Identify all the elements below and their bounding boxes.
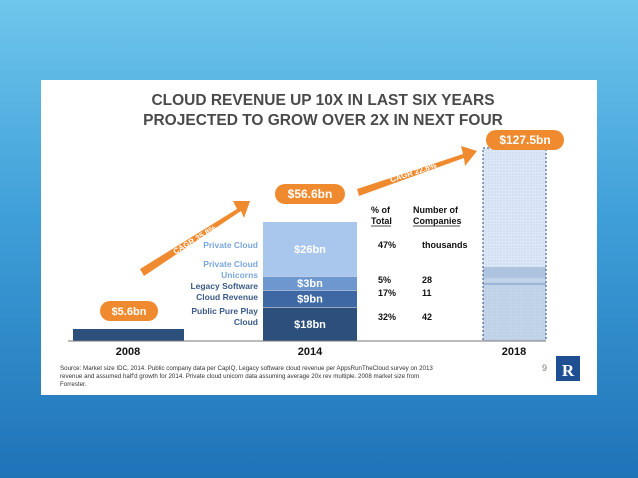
chart-title-line-2: PROJECTED TO GROW OVER 2X IN NEXT FOUR — [143, 112, 503, 129]
logo-icon: R — [562, 361, 575, 380]
segment-value-4: $26bn — [294, 244, 326, 256]
segment-value-1: $18bn — [294, 319, 326, 331]
companies-value-2: 11 — [422, 288, 432, 298]
cagr-arrow-2-label: CAGR 22.8% — [389, 161, 438, 185]
cagr-arrow-1-shape — [140, 201, 250, 276]
bar-2008 — [73, 329, 184, 341]
segment-label-2: Legacy Software Cloud Revenue — [190, 281, 258, 302]
source-note-line-3: Forrester. — [60, 381, 87, 388]
cagr-arrow-2: CAGR 22.8% — [357, 146, 477, 196]
bar-2014-segment-2 — [263, 290, 357, 307]
bar-2014-segment-1 — [263, 307, 357, 341]
cagr-arrow-2-shape — [357, 146, 477, 196]
x-tick-2014: 2014 — [298, 346, 323, 358]
pct-value-1: 32% — [378, 312, 396, 322]
segment-value-2: $9bn — [297, 294, 323, 306]
source-note-line-2: revenue and assumed half'd growth for 20… — [60, 373, 419, 380]
callout-2008-total-label: $5.6bn — [112, 306, 147, 318]
pct-value-2: 17% — [378, 288, 396, 298]
page-number: 9 — [542, 363, 547, 373]
slide: CLOUD REVENUE UP 10X IN LAST SIX YEARS P… — [41, 80, 597, 395]
callout-2018-total-label: $127.5bn — [499, 133, 550, 147]
companies-value-1: 42 — [422, 312, 432, 322]
callout-2014-total-label: $56.6bn — [288, 187, 333, 201]
bar-2014-segment-4 — [263, 222, 357, 276]
segment-label-3: Private Cloud Unicorns — [203, 259, 258, 280]
segment-label-1: Public Pure Play Cloud — [191, 306, 258, 327]
segment-label-4: Private Cloud — [203, 240, 258, 250]
companies-value-4: thousands — [422, 240, 468, 250]
callout-2008-total: $5.6bn — [100, 301, 158, 321]
logo-badge — [556, 356, 580, 381]
companies-column-header: Number of Companies — [413, 205, 462, 226]
x-tick-2018: 2018 — [502, 346, 526, 358]
chart-title-line-1: CLOUD REVENUE UP 10X IN LAST SIX YEARS — [151, 92, 494, 109]
source-note-line-1: Source: Market size IDC, 2014. Public co… — [60, 365, 433, 372]
callout-2018-total: $127.5bn — [486, 130, 564, 150]
callout-2014-total: $56.6bn — [275, 184, 345, 204]
bar-2018-outline — [482, 147, 547, 342]
pct-value-3: 5% — [378, 275, 391, 285]
x-tick-2008: 2008 — [116, 346, 140, 358]
companies-value-3: 28 — [422, 275, 432, 285]
bars-layer — [73, 147, 547, 342]
bar-2014-segment-3 — [263, 276, 357, 290]
pct-value-4: 47% — [378, 240, 396, 250]
pct-column-header: % of Total — [371, 205, 392, 226]
cloud-revenue-chart: CLOUD REVENUE UP 10X IN LAST SIX YEARS P… — [60, 92, 580, 388]
x-tick-labels: 2008 2014 2018 — [116, 346, 526, 358]
segment-value-3: $3bn — [297, 278, 323, 290]
footer: Source: Market size IDC, 2014. Public co… — [60, 356, 580, 388]
